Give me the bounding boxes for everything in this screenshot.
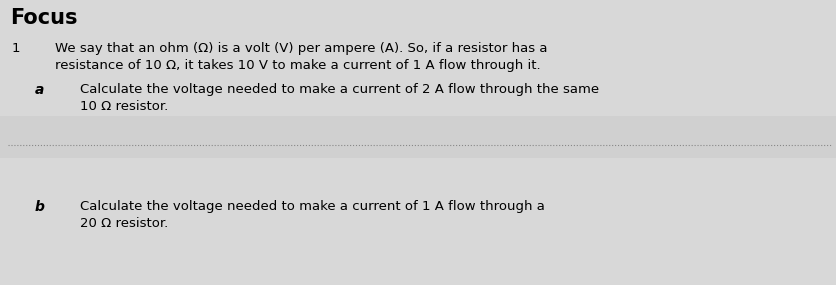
Bar (0, 116, 836, 158)
Text: Focus: Focus (10, 8, 78, 28)
Text: Calculate the voltage needed to make a current of 2 A flow through the same: Calculate the voltage needed to make a c… (80, 83, 599, 96)
Text: 1: 1 (12, 42, 20, 55)
Text: Calculate the voltage needed to make a current of 1 A flow through a: Calculate the voltage needed to make a c… (80, 200, 544, 213)
Text: We say that an ohm (Ω) is a volt (V) per ampere (A). So, if a resistor has a: We say that an ohm (Ω) is a volt (V) per… (55, 42, 547, 55)
Text: 20 Ω resistor.: 20 Ω resistor. (80, 217, 168, 230)
Text: 10 Ω resistor.: 10 Ω resistor. (80, 100, 168, 113)
Text: resistance of 10 Ω, it takes 10 V to make a current of 1 A flow through it.: resistance of 10 Ω, it takes 10 V to mak… (55, 59, 540, 72)
Text: a: a (35, 83, 44, 97)
Text: b: b (35, 200, 45, 214)
